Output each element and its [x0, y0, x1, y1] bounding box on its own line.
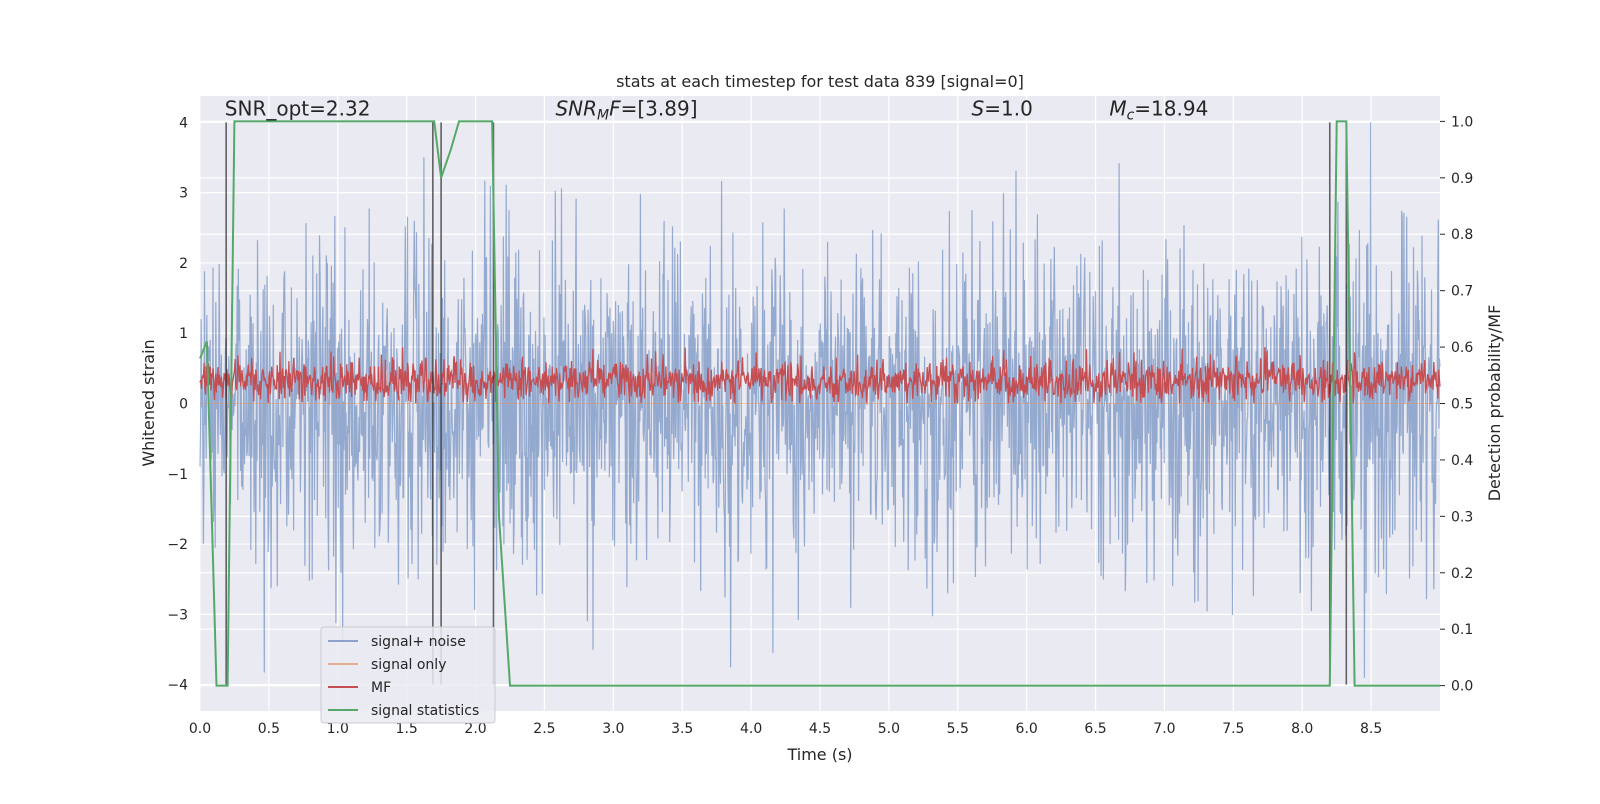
- x-tick-label: 3.5: [671, 721, 693, 737]
- x-tick-label: 0.0: [189, 721, 211, 737]
- y-left-tick-label: −4: [167, 678, 188, 694]
- y-left-tick-label: 3: [179, 186, 188, 202]
- y-left-tick-label: 4: [179, 115, 188, 131]
- y-right-tick-label: 0.0: [1451, 679, 1473, 695]
- x-tick-label: 6.5: [1084, 721, 1106, 737]
- y-right-tick-label: 0.6: [1451, 340, 1473, 356]
- y-right-tick-label: 1.0: [1451, 114, 1473, 130]
- x-tick-label: 5.5: [947, 721, 969, 737]
- y-right-tick-label: 0.2: [1451, 566, 1473, 582]
- annotation-mc: Mc=18.94: [1109, 96, 1208, 123]
- legend-label-mf: MF: [371, 680, 391, 696]
- x-tick-label: 7.5: [1222, 721, 1244, 737]
- y-left-tick-label: 2: [179, 256, 188, 272]
- legend-label-signal-statistics: signal statistics: [371, 703, 479, 719]
- y-right-tick-label: 0.8: [1451, 227, 1473, 243]
- y-left-tick-label: 1: [179, 326, 188, 342]
- y-right-tick-label: 0.4: [1451, 453, 1473, 469]
- chart-title: stats at each timestep for test data 839…: [616, 72, 1024, 91]
- legend-label-signal-only: signal only: [371, 657, 446, 673]
- x-tick-label: 7.0: [1153, 721, 1175, 737]
- x-tick-label: 5.0: [878, 721, 900, 737]
- x-tick-label: 8.0: [1291, 721, 1313, 737]
- y-axis-left-label: Whitened strain: [139, 339, 158, 466]
- annotation-s: S=1.0: [972, 96, 1033, 120]
- y-left-tick-label: −1: [167, 467, 188, 483]
- x-tick-label: 4.0: [740, 721, 762, 737]
- y-left-tick-label: −2: [167, 537, 188, 553]
- y-right-tick-label: 0.5: [1451, 397, 1473, 413]
- x-axis-label: Time (s): [786, 745, 852, 764]
- x-tick-label: 4.5: [809, 721, 831, 737]
- x-tick-label: 2.5: [533, 721, 555, 737]
- x-tick-label: 0.5: [258, 721, 280, 737]
- legend: signal+ noise signal only MF signal stat…: [321, 627, 495, 723]
- annotation-snr-mf: SNRMF=[3.89]: [555, 96, 697, 123]
- y-right-tick-label: 0.7: [1451, 284, 1473, 300]
- legend-label-signal-noise: signal+ noise: [371, 634, 466, 650]
- y-right-tick-label: 0.9: [1451, 171, 1473, 187]
- y-left-tick-label: −3: [167, 607, 188, 623]
- y-axis-right-label: Detection probability/MF: [1485, 305, 1504, 502]
- y-left-tick-label: 0: [179, 397, 188, 413]
- x-tick-label: 8.5: [1360, 721, 1382, 737]
- y-right-tick-label: 0.3: [1451, 509, 1473, 525]
- annotation-snr-opt: SNR_opt=2.32: [225, 96, 371, 120]
- x-tick-label: 6.0: [1016, 721, 1038, 737]
- y-right-tick-label: 0.1: [1451, 622, 1473, 638]
- x-tick-label: 3.0: [602, 721, 624, 737]
